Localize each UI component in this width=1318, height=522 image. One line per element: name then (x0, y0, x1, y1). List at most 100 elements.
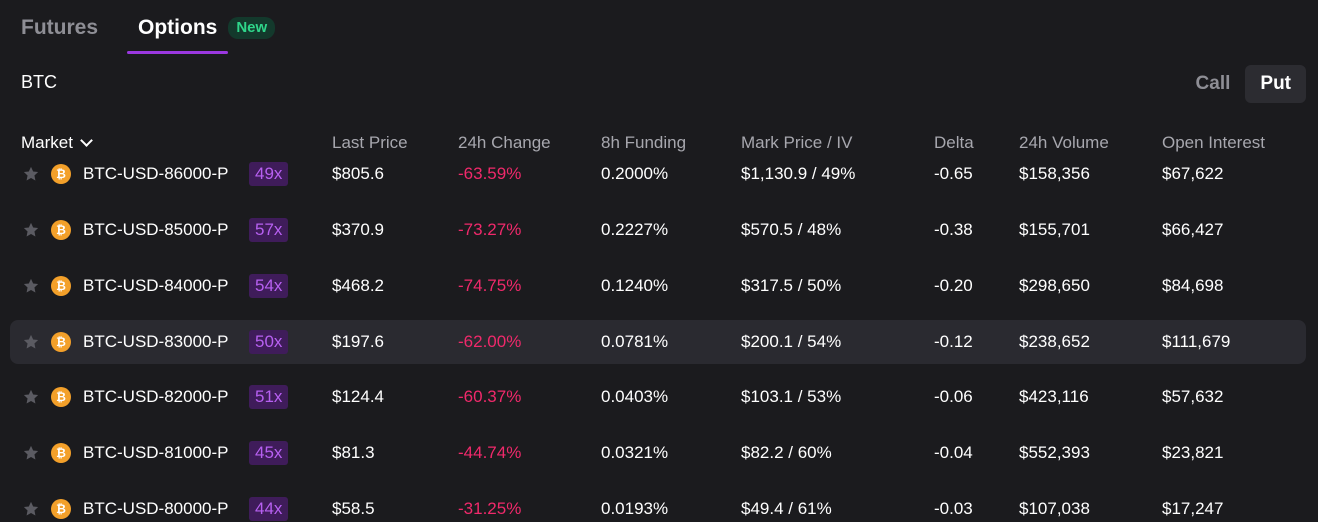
funding-8h: 0.1240% (601, 276, 669, 295)
table-row-btc-usd-83000-p[interactable]: ₿ BTC-USD-83000-P 50x $197.6 -62.00% 0.0… (10, 320, 1306, 364)
market-header-label: Market (21, 133, 73, 152)
change-24h: -74.75% (458, 276, 522, 295)
leverage-badge: 44x (249, 497, 289, 521)
volume-24h-header[interactable]: 24h Volume (1019, 133, 1109, 152)
change-24h: -62.00% (458, 332, 522, 351)
leverage-badge: 51x (249, 385, 289, 409)
open-interest: $111,679 (1162, 332, 1231, 351)
market-name: BTC-USD-83000-P (83, 332, 229, 351)
leverage-badge: 57x (249, 218, 289, 242)
change-24h: -60.37% (458, 387, 522, 406)
volume-24h: $552,393 (1019, 443, 1090, 462)
leverage-badge: 45x (249, 441, 289, 465)
open-interest: $67,622 (1162, 164, 1224, 183)
table-row-btc-usd-85000-p[interactable]: ₿ BTC-USD-85000-P 57x $370.9 -73.27% 0.2… (10, 208, 1306, 252)
tab-options[interactable]: Options (127, 12, 229, 56)
delta-value: -0.03 (934, 499, 973, 518)
bitcoin-icon: ₿ (51, 332, 71, 352)
delta-value: -0.65 (934, 164, 973, 183)
market-column-header[interactable]: Market (21, 130, 93, 156)
delta-value: -0.04 (934, 443, 973, 462)
table-row-btc-usd-86000-p[interactable]: ₿ BTC-USD-86000-P 49x $805.6 -63.59% 0.2… (10, 152, 1306, 196)
bitcoin-icon: ₿ (51, 164, 71, 184)
market-name: BTC-USD-84000-P (83, 276, 229, 295)
call-button[interactable]: Call (1195, 73, 1231, 94)
open-interest: $17,247 (1162, 499, 1224, 518)
funding-8h: 0.0321% (601, 443, 669, 462)
bitcoin-icon: ₿ (51, 499, 71, 519)
star-icon[interactable] (22, 500, 40, 518)
star-icon[interactable] (22, 165, 40, 183)
last-price: $805.6 (332, 164, 384, 183)
star-icon[interactable] (22, 277, 40, 295)
last-price: $81.3 (332, 443, 375, 462)
star-icon[interactable] (22, 388, 40, 406)
mark-price-iv: $317.5 / 50% (741, 276, 842, 295)
open-interest: $57,632 (1162, 387, 1224, 406)
market-name: BTC-USD-86000-P (83, 164, 229, 183)
volume-24h: $107,038 (1019, 499, 1090, 518)
last-price: $370.9 (332, 220, 384, 239)
market-name: BTC-USD-80000-P (83, 499, 229, 518)
open-interest: $84,698 (1162, 276, 1224, 295)
delta-value: -0.12 (934, 332, 973, 351)
table-header: Market Last Price 24h Change 8h Funding … (0, 130, 1318, 156)
tab-futures[interactable]: Futures (21, 16, 99, 39)
chevron-down-icon (80, 134, 93, 147)
change-24h: -63.59% (458, 164, 522, 183)
market-name: BTC-USD-81000-P (83, 443, 229, 462)
star-icon[interactable] (22, 333, 40, 351)
last-price-header[interactable]: Last Price (332, 133, 408, 152)
bitcoin-icon: ₿ (51, 220, 71, 240)
funding-8h: 0.2000% (601, 164, 669, 183)
table-row-btc-usd-80000-p[interactable]: ₿ BTC-USD-80000-P 44x $58.5 -31.25% 0.01… (10, 487, 1306, 522)
change-24h: -73.27% (458, 220, 522, 239)
bitcoin-icon: ₿ (51, 387, 71, 407)
volume-24h: $238,652 (1019, 332, 1090, 351)
table-row-btc-usd-82000-p[interactable]: ₿ BTC-USD-82000-P 51x $124.4 -60.37% 0.0… (10, 375, 1306, 419)
change-24h-header[interactable]: 24h Change (458, 133, 551, 152)
volume-24h: $298,650 (1019, 276, 1090, 295)
put-button[interactable]: Put (1245, 65, 1306, 103)
mark-price-iv: $1,130.9 / 49% (741, 164, 856, 183)
tab-options-label: Options (138, 16, 218, 39)
delta-value: -0.06 (934, 387, 973, 406)
funding-8h: 0.0193% (601, 499, 669, 518)
market-name: BTC-USD-82000-P (83, 387, 229, 406)
last-price: $197.6 (332, 332, 384, 351)
change-24h: -44.74% (458, 443, 522, 462)
star-icon[interactable] (22, 444, 40, 462)
last-price: $58.5 (332, 499, 375, 518)
last-price: $124.4 (332, 387, 384, 406)
mark-iv-header[interactable]: Mark Price / IV (741, 133, 853, 152)
star-icon[interactable] (22, 221, 40, 239)
delta-header[interactable]: Delta (934, 133, 974, 152)
mark-price-iv: $103.1 / 53% (741, 387, 842, 406)
table-row-btc-usd-84000-p[interactable]: ₿ BTC-USD-84000-P 54x $468.2 -74.75% 0.1… (10, 264, 1306, 308)
last-price: $468.2 (332, 276, 384, 295)
funding-8h-header[interactable]: 8h Funding (601, 133, 687, 152)
funding-8h: 0.2227% (601, 220, 669, 239)
leverage-badge: 54x (249, 274, 289, 298)
open-interest: $66,427 (1162, 220, 1224, 239)
tab-options-wrapper: Options New (127, 12, 276, 56)
asset-label: BTC (21, 72, 57, 92)
bitcoin-icon: ₿ (51, 443, 71, 463)
mark-price-iv: $82.2 / 60% (741, 443, 832, 462)
leverage-badge: 49x (249, 162, 289, 186)
open-interest: $23,821 (1162, 443, 1224, 462)
mark-price-iv: $200.1 / 54% (741, 332, 842, 351)
volume-24h: $158,356 (1019, 164, 1090, 183)
open-interest-header[interactable]: Open Interest (1162, 133, 1266, 152)
table-row-btc-usd-81000-p[interactable]: ₿ BTC-USD-81000-P 45x $81.3 -44.74% 0.03… (10, 431, 1306, 475)
mark-price-iv: $570.5 / 48% (741, 220, 842, 239)
delta-value: -0.38 (934, 220, 973, 239)
market-type-tabs: Futures Options New (21, 12, 276, 56)
call-put-toggle: Call Put (1181, 65, 1306, 103)
leverage-badge: 50x (249, 330, 289, 354)
bitcoin-icon: ₿ (51, 276, 71, 296)
funding-8h: 0.0781% (601, 332, 669, 351)
change-24h: -31.25% (458, 499, 522, 518)
volume-24h: $155,701 (1019, 220, 1090, 239)
